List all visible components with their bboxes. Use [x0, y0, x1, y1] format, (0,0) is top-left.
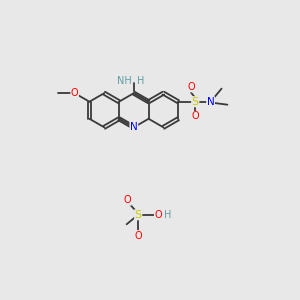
Text: O: O — [134, 231, 142, 241]
Text: S: S — [192, 97, 199, 107]
Text: O: O — [123, 195, 131, 205]
Text: N: N — [130, 122, 138, 132]
Text: O: O — [191, 111, 199, 122]
Text: O: O — [154, 210, 162, 220]
Text: N: N — [207, 97, 214, 107]
Text: H: H — [164, 210, 171, 220]
Text: H: H — [137, 76, 145, 86]
Text: O: O — [71, 88, 79, 98]
Text: S: S — [135, 210, 142, 220]
Text: O: O — [187, 82, 195, 92]
Text: NH: NH — [117, 76, 131, 86]
